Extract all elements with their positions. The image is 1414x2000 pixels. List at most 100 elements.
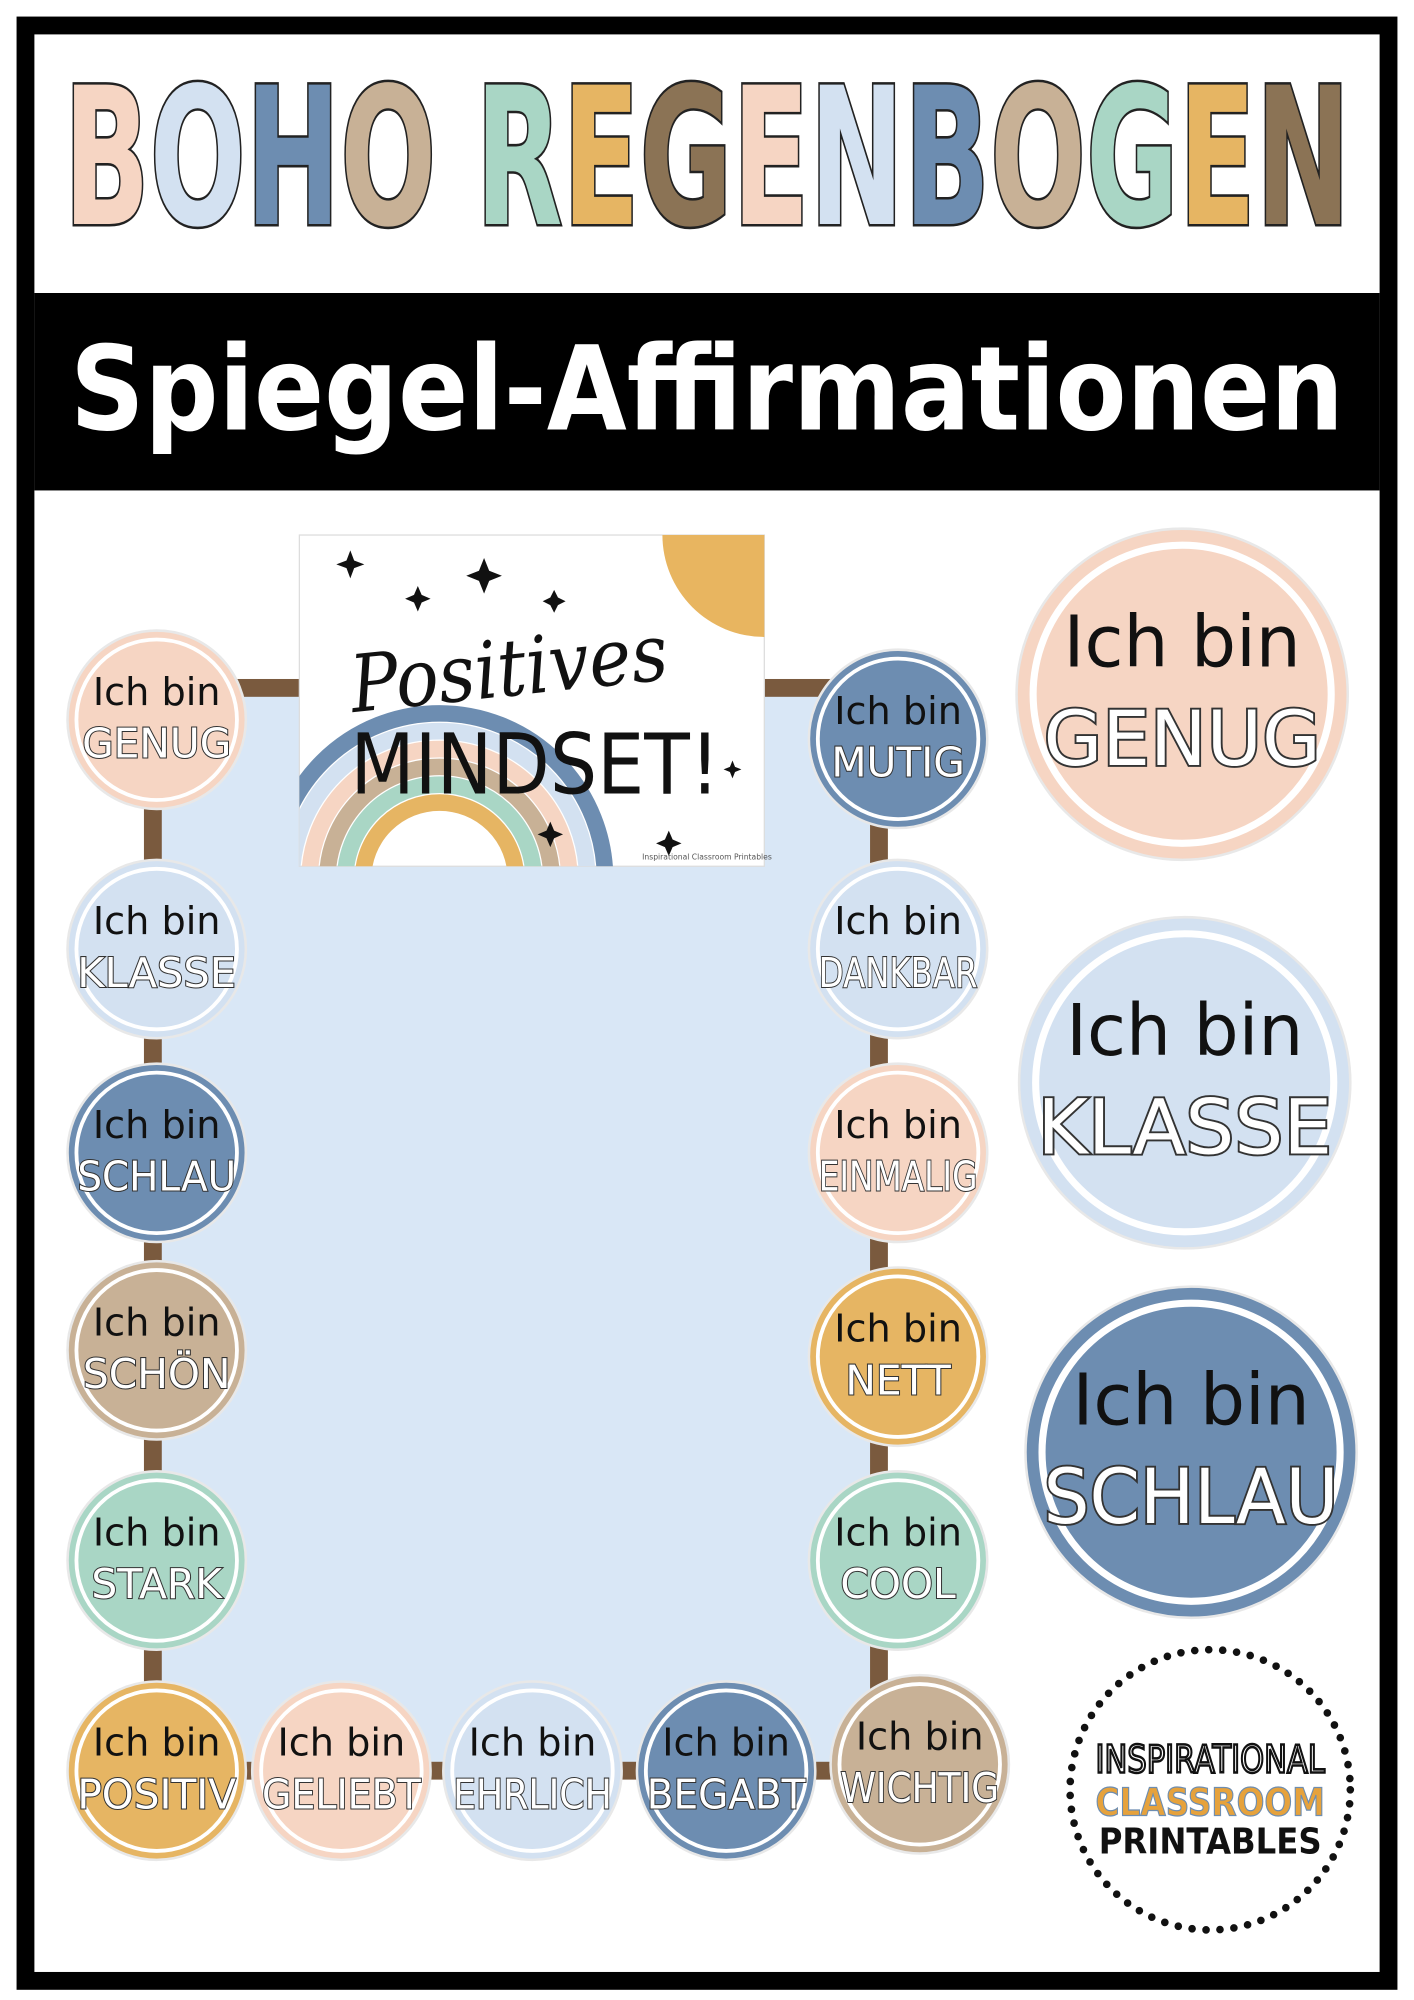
- poster: Positives MINDSET! Inspirational Classro…: [298, 534, 772, 867]
- circle-line1: Ich bin: [834, 690, 962, 734]
- poster-credit: Inspirational Classroom Printables: [642, 852, 772, 861]
- logo-line1: INSPIRATIONAL: [1096, 1738, 1326, 1782]
- circle-word: GELIEBT: [262, 1770, 422, 1818]
- circle-line1: Ich bin: [93, 671, 221, 715]
- affirmation-circle: Ich bin SCHLAU: [1024, 1285, 1358, 1620]
- circle-line1: Ich bin: [469, 1722, 597, 1766]
- affirmation-circle: Ich bin KLASSE: [66, 858, 248, 1040]
- circle-ring: [259, 1688, 424, 1853]
- circle-ring: [74, 1268, 239, 1433]
- circle-word: EHRLICH: [453, 1770, 612, 1818]
- circle-line1: Ich bin: [93, 1512, 221, 1556]
- circle-bg: [66, 1680, 248, 1862]
- circle-word: POSITIV: [77, 1770, 236, 1818]
- circle-word: MUTIG: [831, 739, 964, 787]
- circle-bg: [66, 629, 248, 811]
- title: BOHO REGENBOGEN: [64, 48, 1351, 270]
- circle-bg: [807, 1470, 989, 1651]
- circle-line1: Ich bin: [93, 1722, 221, 1766]
- circle-word: SCHÖN: [83, 1350, 231, 1398]
- circle-ring: [1029, 541, 1335, 847]
- logo-line3: PRINTABLES: [1099, 1821, 1322, 1862]
- circle-bg: [807, 858, 989, 1040]
- circle-line1: Ich bin: [93, 900, 221, 944]
- circle-ring: [815, 1070, 981, 1236]
- circle-line1: Ich bin: [834, 900, 962, 944]
- circle-line1: Ich bin: [834, 1308, 962, 1352]
- circle-ring: [837, 1682, 1002, 1847]
- circle-ring: [815, 1274, 981, 1439]
- circle-ring: [1032, 930, 1338, 1236]
- circle-bg: [1015, 527, 1350, 862]
- circle-word: GENUG: [1044, 695, 1321, 783]
- circle-word: BEGABT: [647, 1770, 807, 1818]
- circle-ring: [74, 637, 239, 802]
- stars: [336, 550, 742, 857]
- circle-ring: [74, 866, 239, 1032]
- circle-bg: [829, 1673, 1011, 1855]
- circle-bg: [1024, 1285, 1358, 1620]
- circle-line1: Ich bin: [93, 1301, 221, 1345]
- affirmation-circle: Ich bin SCHÖN: [66, 1259, 248, 1441]
- circle-bg: [66, 1470, 248, 1651]
- affirmation-circle: Ich bin MUTIG: [807, 648, 989, 830]
- circle-word: EINMALIG: [819, 1153, 978, 1201]
- circle-line1: Ich bin: [1072, 1358, 1309, 1441]
- circle-ring: [74, 1478, 239, 1643]
- circle-ring: [643, 1688, 809, 1853]
- logo: INSPIRATIONAL CLASSROOM PRINTABLES: [1066, 1645, 1355, 1934]
- rainbow: [299, 535, 765, 867]
- circle-line1: Ich bin: [278, 1722, 406, 1766]
- circle-ring: [815, 1478, 981, 1643]
- circle-line1: Ich bin: [856, 1715, 984, 1759]
- subtitle-band: [34, 293, 1380, 491]
- circle-bg: [807, 1062, 989, 1244]
- affirmation-circle: Ich bin SCHLAU: [66, 1062, 248, 1244]
- circle-ring: [815, 656, 981, 822]
- circle-bg: [250, 1680, 432, 1862]
- circle-bg: [1017, 915, 1352, 1250]
- circle-line1: Ich bin: [1066, 989, 1303, 1072]
- circle-bg: [635, 1680, 817, 1862]
- circle-word: SCHLAU: [1044, 1453, 1339, 1541]
- affirmation-circle: Ich bin GENUG: [1015, 527, 1350, 862]
- circle-word: SCHLAU: [77, 1153, 236, 1201]
- circle-word: GENUG: [82, 719, 231, 767]
- circle-bg: [807, 648, 989, 830]
- affirmation-circle: Ich bin DANKBAR: [807, 858, 989, 1040]
- circle-word: WICHTIG: [840, 1764, 999, 1812]
- affirmation-circle: Ich bin WICHTIG: [829, 1673, 1011, 1855]
- circle-bg: [66, 1259, 248, 1441]
- circle-bg: [66, 858, 248, 1040]
- circle-line1: Ich bin: [1064, 600, 1301, 683]
- circle-ring: [1038, 1299, 1344, 1605]
- circle-ring: [74, 1688, 239, 1853]
- affirmation-circle: Ich bin KLASSE: [1017, 915, 1352, 1250]
- circle-bg: [66, 1062, 248, 1244]
- logo-border: [1066, 1645, 1355, 1934]
- circle-word: KLASSE: [1037, 1083, 1332, 1171]
- circle-line1: Ich bin: [834, 1512, 962, 1556]
- circle-ring: [74, 1070, 239, 1236]
- logo-line2: CLASSROOM: [1096, 1782, 1325, 1826]
- circle-word: NETT: [845, 1356, 951, 1404]
- affirmation-circle: Ich bin EINMALIG: [807, 1062, 989, 1244]
- circle-bg: [442, 1680, 623, 1862]
- circle-line1: Ich bin: [662, 1722, 790, 1766]
- circle-word: STARK: [91, 1560, 223, 1608]
- circle-bg: [807, 1266, 989, 1448]
- poster-line2: MINDSET!: [350, 716, 719, 814]
- circle-line1: Ich bin: [834, 1104, 962, 1148]
- circle-word: DANKBAR: [819, 949, 978, 997]
- circle-word: KLASSE: [77, 949, 236, 997]
